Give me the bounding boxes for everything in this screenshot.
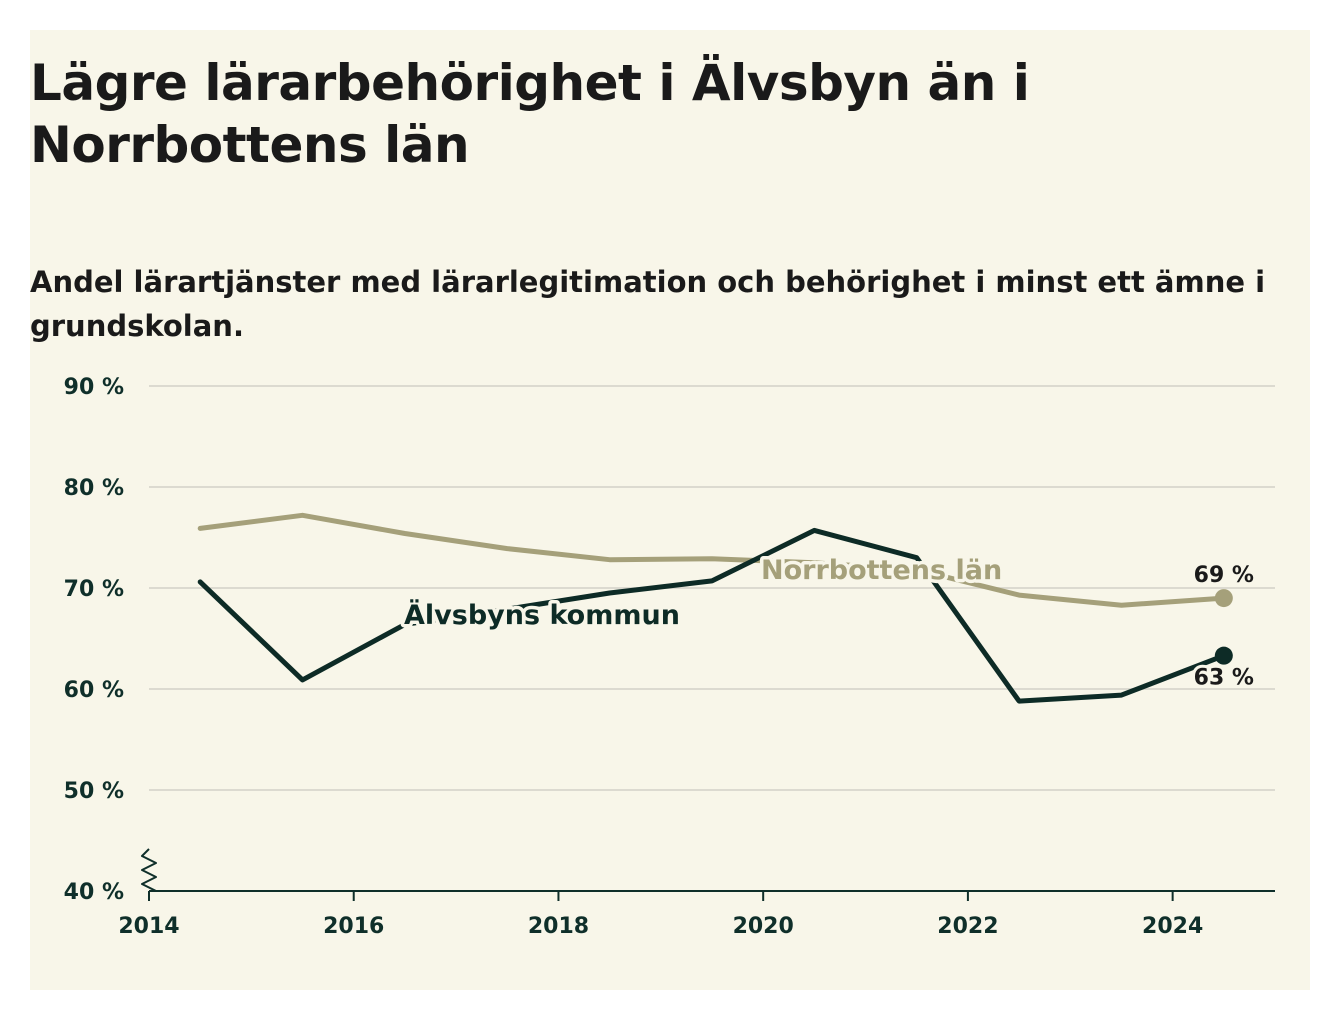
y-tick-label: 90 % bbox=[64, 375, 124, 400]
y-tick-label: 60 % bbox=[64, 678, 124, 703]
y-tick-label: 50 % bbox=[64, 779, 124, 804]
data-label-norrbottens-lan: 69 % bbox=[1194, 563, 1254, 588]
chart-card: Lägre lärarbehörighet i Älvsbyn än i Nor… bbox=[30, 30, 1310, 990]
data-label-alvsbyns-kommun-halo: 63 % bbox=[1194, 666, 1254, 691]
end-point-alvsbyns-kommun bbox=[1214, 646, 1233, 665]
series-label-alvsbyns-kommun: Älvsbyns kommun bbox=[404, 599, 680, 631]
data-label-alvsbyns-kommun: 63 % bbox=[1194, 666, 1254, 691]
x-tick-label: 2020 bbox=[733, 914, 794, 939]
end-point-norrbottens-lan bbox=[1214, 589, 1233, 608]
axis-break-icon bbox=[141, 848, 157, 892]
y-tick-label: 40 % bbox=[64, 880, 124, 905]
series-label-alvsbyns-kommun-halo: Älvsbyns kommun bbox=[404, 599, 680, 631]
y-tick-label: 80 % bbox=[64, 476, 124, 501]
chart-subtitle: Andel lärartjänster med lärarlegitimatio… bbox=[30, 265, 1266, 343]
series-line-alvsbyns-kommun bbox=[197, 527, 1227, 704]
chart-title: Lägre lärarbehörighet i Älvsbyn än i Nor… bbox=[30, 54, 1030, 174]
data-label-norrbottens-lan-halo: 69 % bbox=[1194, 563, 1254, 588]
x-tick-label: 2024 bbox=[1142, 914, 1203, 939]
x-tick-label: 2022 bbox=[937, 914, 998, 939]
series-label-norrbottens-lan: Norrbottens län bbox=[761, 555, 1002, 586]
line-chart: 40 % 50 % 60 % 70 % 80 % 90 % 2014 2016 2018 2020… bbox=[64, 375, 1275, 939]
y-tick-label: 70 % bbox=[64, 577, 124, 602]
x-tick-label: 2014 bbox=[118, 914, 179, 939]
x-tick-label: 2016 bbox=[323, 914, 384, 939]
x-tick-label: 2018 bbox=[528, 914, 589, 939]
series-line-norrbottens-lan bbox=[197, 512, 1227, 608]
series-label-norrbottens-lan-halo: Norrbottens län bbox=[761, 555, 1002, 586]
